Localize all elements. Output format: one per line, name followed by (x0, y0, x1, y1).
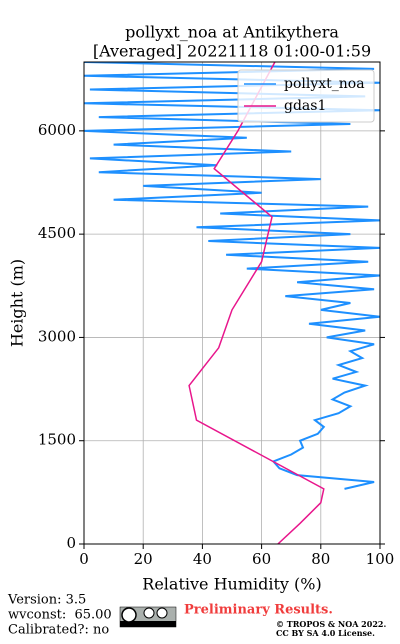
profile-line (188, 62, 325, 544)
legend-label: gdas1 (284, 98, 326, 114)
y-axis-label: Height (m) (8, 259, 27, 347)
x-tick-label: 40 (193, 550, 212, 568)
y-tick-label: 1500 (38, 431, 76, 449)
preliminary: Preliminary Results. (184, 603, 333, 618)
x-tick-label: 20 (134, 550, 153, 568)
copyright: © TROPOS & NOA 2022. (276, 619, 386, 629)
x-tick-label: 100 (366, 550, 395, 568)
plot-frame (83, 61, 381, 545)
y-tick-label: 4500 (38, 224, 76, 242)
calibrated: Calibrated?: no (8, 623, 109, 638)
y-tick-label: 3000 (38, 327, 76, 345)
y-tick-label: 0 (66, 534, 76, 552)
profile-line (84, 62, 380, 490)
chart-title: pollyxt_noa at Antikythera (125, 23, 339, 42)
x-tick-label: 0 (79, 550, 89, 568)
x-axis-label: Relative Humidity (%) (142, 575, 321, 594)
license: CC BY SA 4.0 License. (276, 628, 375, 638)
legend-label: pollyxt_noa (284, 76, 365, 92)
y-tick-label: 6000 (38, 121, 76, 139)
chart-subtitle: [Averaged] 20221118 01:00-01:59 (93, 42, 371, 61)
x-tick-label: 60 (252, 550, 271, 568)
wvconst: wvconst: 65.00 (8, 608, 112, 623)
cc-icon (119, 606, 177, 628)
version: Version: 3.5 (7, 593, 86, 608)
x-tick-label: 80 (311, 550, 330, 568)
legend-box (237, 69, 375, 123)
